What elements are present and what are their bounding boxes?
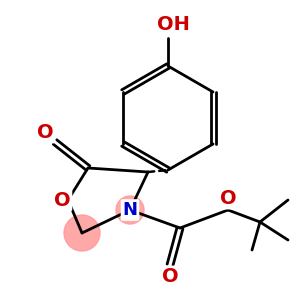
Text: O: O — [37, 122, 53, 142]
Text: N: N — [122, 201, 137, 219]
Text: O: O — [54, 190, 70, 209]
Text: O: O — [220, 188, 236, 208]
Text: OH: OH — [157, 14, 189, 34]
Text: O: O — [162, 268, 178, 286]
Circle shape — [64, 215, 100, 251]
Circle shape — [116, 196, 144, 224]
